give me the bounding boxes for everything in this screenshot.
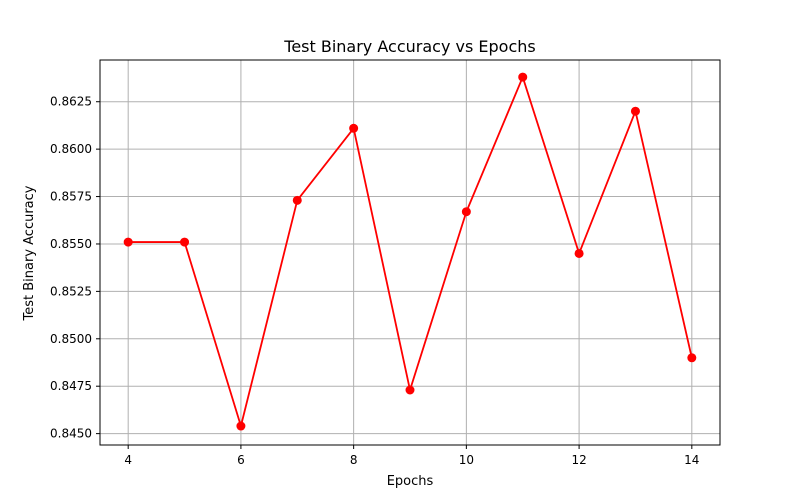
- data-point: [180, 237, 190, 247]
- x-tick-label: 6: [237, 453, 245, 467]
- data-point: [574, 248, 584, 258]
- x-tick-label: 14: [684, 453, 699, 467]
- y-tick-label: 0.8525: [50, 284, 92, 298]
- y-tick-label: 0.8475: [50, 379, 92, 393]
- y-tick-label: 0.8500: [50, 332, 92, 346]
- x-axis-label: Epochs: [387, 474, 434, 489]
- data-point: [292, 195, 302, 205]
- x-tick-label: 4: [124, 453, 132, 467]
- x-tick-label: 12: [571, 453, 586, 467]
- data-point: [349, 123, 359, 133]
- y-axis-label: Test Binary Accuracy: [22, 185, 37, 321]
- plot-area: 4 6 8 10 12 14 0.8450 0.8475 0.8500 0.8525 0.8550 0…: [50, 59, 721, 467]
- chart-title: Test Binary Accuracy vs Epochs: [283, 37, 535, 56]
- data-point: [630, 106, 640, 116]
- data-point: [518, 72, 528, 82]
- y-tick-label: 0.8600: [50, 142, 92, 156]
- y-tick-label: 0.8625: [50, 95, 92, 109]
- y-tick-label: 0.8450: [50, 427, 92, 441]
- data-point: [405, 385, 415, 395]
- plot-frame: [99, 59, 721, 446]
- data-point: [236, 421, 246, 431]
- y-tick-label: 0.8575: [50, 190, 92, 204]
- data-point: [461, 207, 471, 217]
- data-point: [687, 353, 697, 363]
- series-line: [128, 76, 693, 427]
- x-tick-label: 8: [350, 453, 358, 467]
- x-tick-label: 10: [459, 453, 474, 467]
- y-tick-label: 0.8550: [50, 237, 92, 251]
- data-point: [123, 237, 133, 247]
